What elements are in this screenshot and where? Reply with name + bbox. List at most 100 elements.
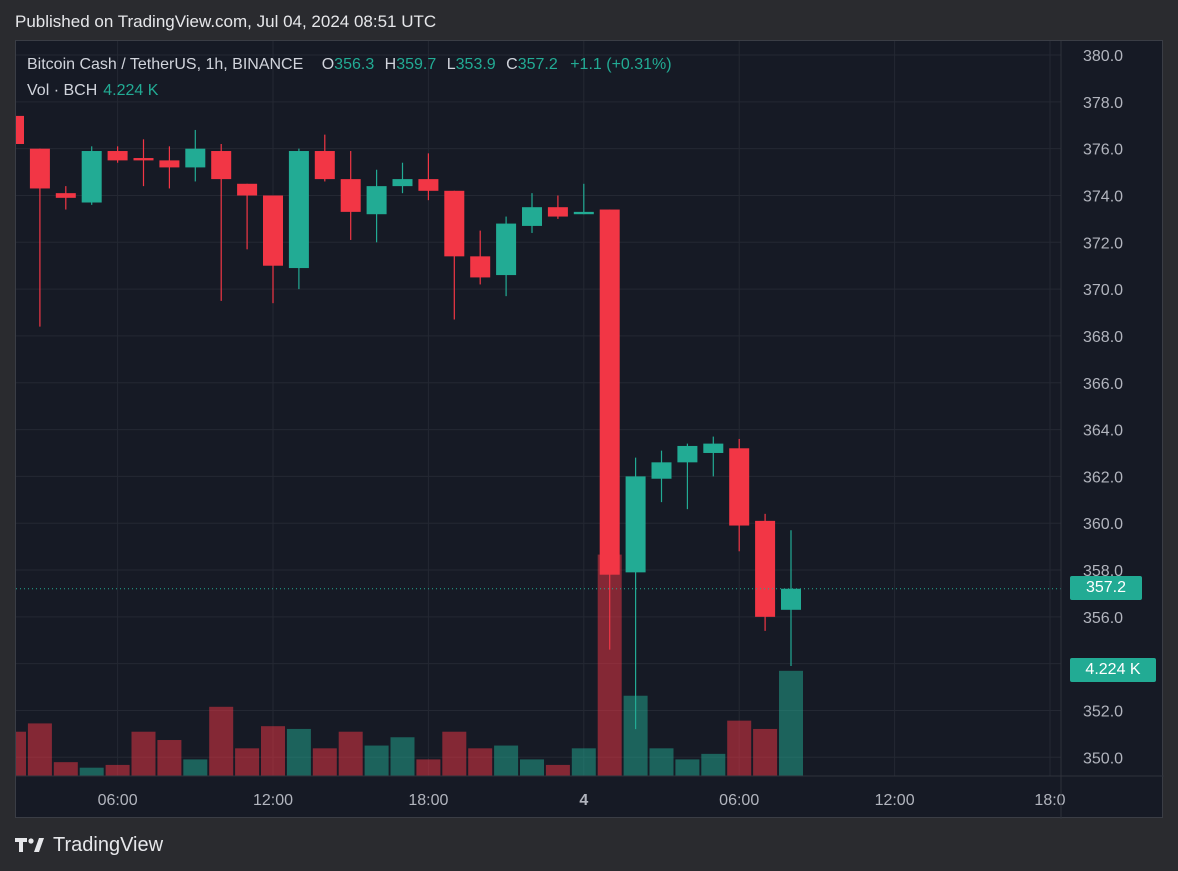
candle-body[interactable] xyxy=(55,193,76,198)
volume-bar[interactable] xyxy=(701,753,726,776)
x-tick-label: 4 xyxy=(579,792,588,809)
candle-body[interactable] xyxy=(81,151,102,203)
symbol-label[interactable]: Bitcoin Cash / TetherUS, 1h, BINANCE xyxy=(27,56,304,73)
candlestick-chart[interactable]: 350.0352.0354.0356.0358.0360.0362.0364.0… xyxy=(16,41,1164,819)
volume-bar[interactable] xyxy=(105,764,130,776)
candle-body[interactable] xyxy=(496,223,517,276)
volume-bar[interactable] xyxy=(390,737,415,776)
y-tick-label: 364.0 xyxy=(1083,423,1123,440)
volume-bar[interactable] xyxy=(131,731,156,776)
candle-body[interactable] xyxy=(366,186,387,215)
close-value: 357.2 xyxy=(517,56,558,73)
volume-bar[interactable] xyxy=(261,726,285,776)
x-tick-label: 18:0 xyxy=(1034,792,1065,809)
candle-body[interactable] xyxy=(651,462,672,479)
candle-body[interactable] xyxy=(288,151,309,269)
y-tick-label: 352.0 xyxy=(1083,703,1123,720)
candle-body[interactable] xyxy=(703,443,724,453)
volume-bar[interactable] xyxy=(727,720,752,776)
volume-label[interactable]: Vol · BCH xyxy=(27,82,98,99)
volume-bar[interactable] xyxy=(364,745,389,776)
last-volume-tag: 4.224 K xyxy=(1070,657,1156,682)
y-tick-label: 350.0 xyxy=(1083,750,1123,767)
candle-body[interactable] xyxy=(211,151,232,180)
open-value: 356.3 xyxy=(334,56,375,73)
volume-bar[interactable] xyxy=(183,759,208,776)
low-value: 353.9 xyxy=(455,56,496,73)
candle-body[interactable] xyxy=(444,190,465,257)
volume-bar[interactable] xyxy=(27,723,52,776)
volume-bar[interactable] xyxy=(442,731,467,776)
candle-body[interactable] xyxy=(755,520,776,617)
candle-body[interactable] xyxy=(470,256,491,278)
volume-bar[interactable] xyxy=(209,706,234,776)
volume-bar[interactable] xyxy=(545,764,570,776)
y-tick-label: 378.0 xyxy=(1083,95,1123,112)
candle-body[interactable] xyxy=(781,588,801,610)
high-value: 359.7 xyxy=(396,56,437,73)
volume-bar[interactable] xyxy=(468,748,493,776)
candle-body[interactable] xyxy=(418,179,439,191)
candle-body[interactable] xyxy=(573,211,594,215)
y-tick-label: 374.0 xyxy=(1083,188,1123,205)
volume-bar[interactable] xyxy=(16,731,26,776)
chart-frame[interactable]: 350.0352.0354.0356.0358.0360.0362.0364.0… xyxy=(15,40,1164,819)
candle-body[interactable] xyxy=(625,476,646,573)
volume-bar[interactable] xyxy=(675,759,700,776)
candle-body[interactable] xyxy=(29,148,50,189)
ohlc-row: Bitcoin Cash / TetherUS, 1h, BINANCE O35… xyxy=(27,55,672,81)
volume-bar[interactable] xyxy=(286,728,311,776)
volume-bar[interactable] xyxy=(753,728,778,776)
change-value: +1.1 (+0.31%) xyxy=(570,56,672,73)
y-tick-label: 362.0 xyxy=(1083,469,1123,486)
candle-body[interactable] xyxy=(159,160,180,168)
volume-bar[interactable] xyxy=(649,748,674,776)
candle-body[interactable] xyxy=(237,183,258,196)
volume-bar[interactable] xyxy=(235,748,260,776)
volume-bar[interactable] xyxy=(494,745,519,776)
y-tick-label: 380.0 xyxy=(1083,48,1123,65)
candle-body[interactable] xyxy=(599,209,620,575)
volume-bar[interactable] xyxy=(338,731,363,776)
candle-body[interactable] xyxy=(16,115,24,144)
candle-body[interactable] xyxy=(729,448,750,526)
volume-value: 4.224 K xyxy=(103,82,159,99)
high-label: H xyxy=(384,56,397,73)
candle-body[interactable] xyxy=(340,179,361,212)
candle-body[interactable] xyxy=(314,151,335,180)
volume-bar[interactable] xyxy=(79,767,104,776)
candle-body[interactable] xyxy=(547,207,568,217)
volume-bar[interactable] xyxy=(779,670,803,776)
x-tick-label: 12:00 xyxy=(253,792,293,809)
candle-body[interactable] xyxy=(522,207,542,226)
chart-legend: Bitcoin Cash / TetherUS, 1h, BINANCE O35… xyxy=(27,55,672,107)
candle-body[interactable] xyxy=(133,158,154,161)
open-label: O xyxy=(321,56,335,73)
volume-bar[interactable] xyxy=(53,762,78,776)
y-tick-label: 360.0 xyxy=(1083,516,1123,533)
volume-bar[interactable] xyxy=(416,759,441,776)
candle-body[interactable] xyxy=(263,195,283,266)
x-tick-label: 18:00 xyxy=(408,792,448,809)
volume-bar[interactable] xyxy=(157,740,182,776)
tradingview-brand[interactable]: TradingView xyxy=(15,834,163,857)
volume-layer xyxy=(16,554,803,776)
candle-body[interactable] xyxy=(677,445,698,463)
volume-bar[interactable] xyxy=(312,748,337,776)
candle-body[interactable] xyxy=(107,151,128,161)
y-tick-label: 376.0 xyxy=(1083,142,1123,159)
x-tick-label: 06:00 xyxy=(98,792,138,809)
candle-body[interactable] xyxy=(392,179,413,187)
y-tick-label: 370.0 xyxy=(1083,282,1123,299)
volume-bar[interactable] xyxy=(520,759,544,776)
low-label: L xyxy=(446,56,456,73)
volume-bar[interactable] xyxy=(571,748,596,776)
brand-name: TradingView xyxy=(53,834,164,856)
last-price-tag: 357.2 xyxy=(1070,575,1142,600)
candle-body[interactable] xyxy=(185,148,206,168)
published-caption: Published on TradingView.com, Jul 04, 20… xyxy=(15,12,437,31)
x-tick-label: 12:00 xyxy=(875,792,915,809)
y-tick-label: 366.0 xyxy=(1083,376,1123,393)
axis-layer: 350.0352.0354.0356.0358.0360.0362.0364.0… xyxy=(16,41,1164,819)
grid-layer xyxy=(16,41,1061,776)
